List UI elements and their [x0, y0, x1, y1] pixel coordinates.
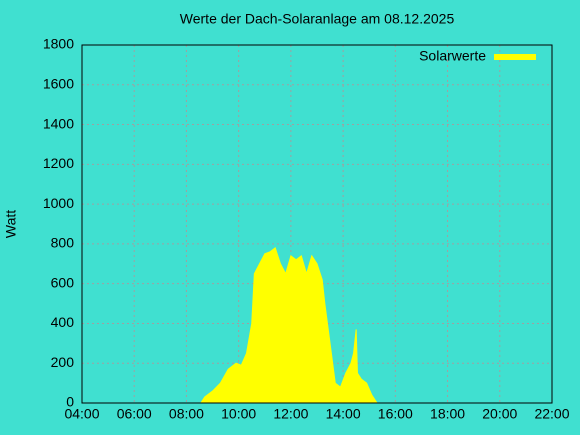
- y-tick-label: 600: [51, 274, 75, 290]
- x-tick-label: 12:00: [273, 406, 308, 422]
- y-tick-label: 0: [66, 394, 74, 410]
- x-tick-label: 10:00: [221, 406, 256, 422]
- y-tick-label: 1400: [43, 115, 74, 131]
- y-tick-label: 1600: [43, 75, 74, 91]
- x-tick-label: 04:00: [64, 406, 99, 422]
- y-tick-label: 1800: [43, 36, 74, 52]
- y-tick-label: 800: [51, 235, 75, 251]
- chart-title: Werte der Dach-Solaranlage am 08.12.2025: [180, 11, 455, 27]
- y-tick-label: 1200: [43, 155, 74, 171]
- area: [199, 247, 378, 404]
- x-tick-label: 06:00: [117, 406, 152, 422]
- legend-label: Solarwerte: [419, 48, 486, 64]
- y-tick-label: 1000: [43, 195, 74, 211]
- y-tick-label: 200: [51, 354, 75, 370]
- plot-border: [81, 44, 553, 404]
- legend-swatch: [494, 54, 536, 60]
- x-tick-label: 16:00: [378, 406, 413, 422]
- y-tick-label: 400: [51, 314, 75, 330]
- x-tick-label: 20:00: [482, 406, 517, 422]
- y-axis-label: Watt: [3, 210, 19, 238]
- x-tick-label: 18:00: [430, 406, 465, 422]
- x-tick-label: 14:00: [326, 406, 361, 422]
- x-tick-label: 08:00: [169, 406, 204, 422]
- x-tick-label: 22:00: [534, 406, 569, 422]
